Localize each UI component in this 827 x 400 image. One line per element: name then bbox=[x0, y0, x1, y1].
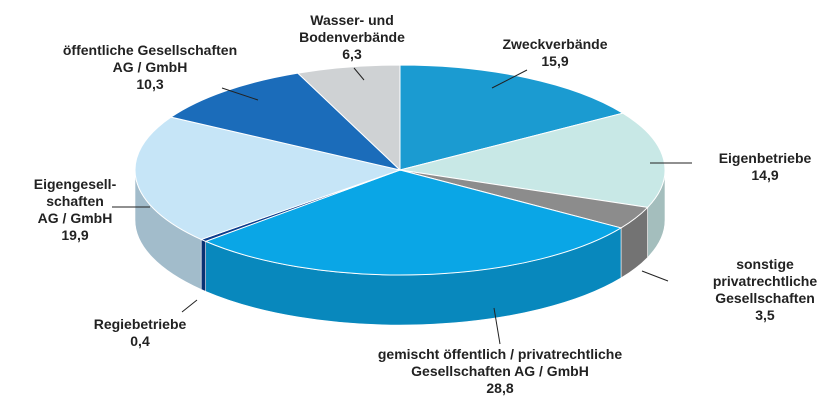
slice-label: öffentliche Gesellschaften AG / GmbH 10,3 bbox=[63, 42, 237, 93]
value-label: 10,3 bbox=[136, 76, 164, 92]
value-label: 19,9 bbox=[61, 227, 89, 243]
slice-label: sonstige privatrechtliche Gesellschaften… bbox=[713, 256, 817, 324]
pie-side bbox=[200, 238, 206, 292]
category-label: Wasser- und Bodenverbände bbox=[299, 12, 405, 45]
category-label: sonstige privatrechtliche Gesellschaften bbox=[712, 256, 818, 306]
category-label: Eigenbetriebe bbox=[718, 150, 812, 166]
value-label: 6,3 bbox=[342, 46, 362, 62]
slice-label: Regiebetriebe 0,4 bbox=[94, 316, 187, 350]
category-label: Eigengesell- schaften AG / GmbH bbox=[33, 176, 117, 226]
pie-slice bbox=[134, 116, 402, 240]
leader-line bbox=[641, 270, 669, 282]
category-label: öffentliche Gesellschaften AG / GmbH bbox=[62, 42, 238, 75]
leader-line bbox=[493, 307, 501, 345]
leader-line bbox=[181, 299, 198, 313]
pie-slice bbox=[399, 64, 625, 171]
value-label: 0,4 bbox=[130, 333, 150, 349]
category-label: Regiebetriebe bbox=[93, 316, 187, 332]
slice-label: Zweckverbände 15,9 bbox=[502, 36, 607, 70]
slice-label: Eigengesell- schaften AG / GmbH 19,9 bbox=[34, 176, 116, 244]
pie-slice bbox=[169, 72, 402, 171]
slice-label: Wasser- und Bodenverbände 6,3 bbox=[299, 12, 405, 63]
category-label: Zweckverbände bbox=[502, 36, 608, 52]
slice-label: gemischt öffentlich / privatrechtliche G… bbox=[378, 346, 622, 397]
slice-label: Eigenbetriebe 14,9 bbox=[719, 150, 812, 184]
value-label: 3,5 bbox=[755, 307, 775, 323]
category-label: gemischt öffentlich / privatrechtliche G… bbox=[377, 346, 623, 379]
pie-slice bbox=[399, 112, 666, 208]
leader-line bbox=[221, 87, 259, 101]
value-label: 28,8 bbox=[486, 380, 514, 396]
value-label: 15,9 bbox=[541, 53, 569, 69]
leader-line bbox=[491, 69, 528, 89]
pie-slice bbox=[296, 64, 401, 172]
value-label: 14,9 bbox=[751, 167, 779, 183]
pie-slice bbox=[204, 169, 623, 276]
leader-line bbox=[353, 67, 365, 81]
